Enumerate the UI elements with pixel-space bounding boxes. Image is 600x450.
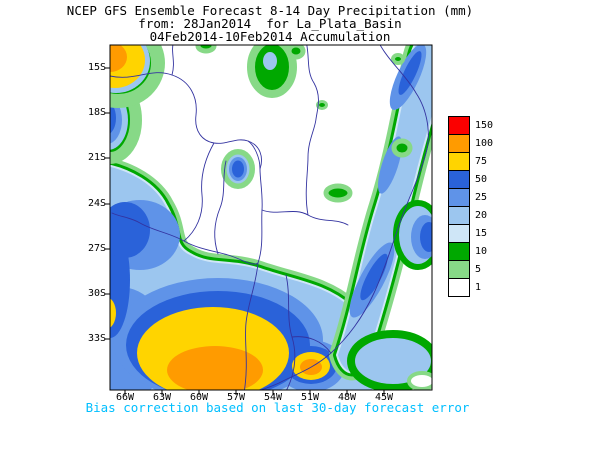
legend-row: 1 <box>448 278 493 297</box>
title-line-1: NCEP GFS Ensemble Forecast 8-14 Day Prec… <box>66 3 474 18</box>
map-frame <box>109 44 433 391</box>
legend-row: 10 <box>448 242 493 261</box>
legend-swatch <box>448 170 470 189</box>
legend-swatch <box>448 242 470 261</box>
legend-swatch <box>448 116 470 135</box>
precip-shading <box>195 45 217 54</box>
legend-swatch <box>448 224 470 243</box>
lon-tick-label: 63W <box>152 392 172 403</box>
border-line <box>110 72 262 170</box>
precip-shading <box>391 138 413 158</box>
precip-shading <box>110 102 116 134</box>
lat-tick-label: 15S <box>87 62 106 73</box>
south-max-orange <box>167 346 263 390</box>
legend-label: 25 <box>475 192 488 203</box>
lat-tick-label: 33S <box>87 333 106 344</box>
precip-shading <box>360 253 388 301</box>
coastline <box>259 45 429 390</box>
legend-row: 50 <box>448 170 493 189</box>
legend-row: 20 <box>448 206 493 225</box>
legend-label: 10 <box>475 246 488 257</box>
lat-tick-label: 30S <box>87 288 106 299</box>
precip-shading <box>420 222 432 252</box>
lat-tick-label: 27S <box>87 243 106 254</box>
legend-label: 5 <box>475 264 482 275</box>
border-line <box>291 336 332 354</box>
legend-row: 75 <box>448 152 493 171</box>
lat-tick-label: 21S <box>87 152 106 163</box>
legend-swatch <box>448 152 470 171</box>
legend-label: 15 <box>475 228 488 239</box>
color-legend: 150 100 75 50 25 20 15 10 5 1 <box>448 116 493 297</box>
axis-ticks <box>105 67 385 395</box>
precip-shading <box>323 183 353 203</box>
legend-label: 150 <box>475 120 494 131</box>
border-line <box>305 45 319 216</box>
map-canvas <box>105 44 433 395</box>
legend-label: 75 <box>475 156 488 167</box>
lon-tick-label: 57W <box>226 392 246 403</box>
legend-row: 5 <box>448 260 493 279</box>
isolated-max <box>232 160 244 178</box>
legend-swatch <box>448 278 470 297</box>
precip-shading <box>407 371 432 390</box>
legend-row: 100 <box>448 134 493 153</box>
precip-shading <box>391 53 405 65</box>
legend-swatch <box>448 188 470 207</box>
border-line <box>171 45 174 76</box>
lon-tick-label: 51W <box>300 392 320 403</box>
legend-row: 150 <box>448 116 493 135</box>
river-line <box>111 212 185 242</box>
legend-swatch <box>448 260 470 279</box>
legend-swatch <box>448 134 470 153</box>
river-line <box>214 160 227 255</box>
legend-label: 20 <box>475 210 488 221</box>
precip-shading <box>263 52 277 70</box>
title-line-3: 04Feb2014-10Feb2014 Accumulation <box>149 29 391 44</box>
precip-shading <box>398 51 422 95</box>
legend-swatch <box>448 206 470 225</box>
andes-max <box>110 45 127 72</box>
legend-label: 100 <box>475 138 494 149</box>
lon-tick-label: 60W <box>189 392 209 403</box>
river-line <box>261 209 349 226</box>
legend-label: 50 <box>475 174 488 185</box>
country-borders-layer <box>110 45 429 390</box>
legend-row: 15 <box>448 224 493 243</box>
lon-tick-label: 66W <box>115 392 135 403</box>
lat-tick-label: 18S <box>87 107 106 118</box>
precip-shading <box>286 45 306 60</box>
precip-field <box>110 45 432 390</box>
lat-tick-label: 24S <box>87 198 106 209</box>
lon-tick-label: 45W <box>374 392 394 403</box>
bias-note: Bias correction based on last 30-day for… <box>85 400 470 415</box>
title-line-2: from: 28Jan2014 for La_Plata_Basin <box>138 16 402 31</box>
precip-shading <box>316 100 328 110</box>
legend-row: 25 <box>448 188 493 207</box>
precip-shading <box>110 298 116 328</box>
parana-river <box>243 262 259 390</box>
lon-tick-label: 48W <box>337 392 357 403</box>
paraguay-outline <box>183 140 263 265</box>
lon-tick-label: 54W <box>263 392 283 403</box>
legend-label: 1 <box>475 282 482 293</box>
